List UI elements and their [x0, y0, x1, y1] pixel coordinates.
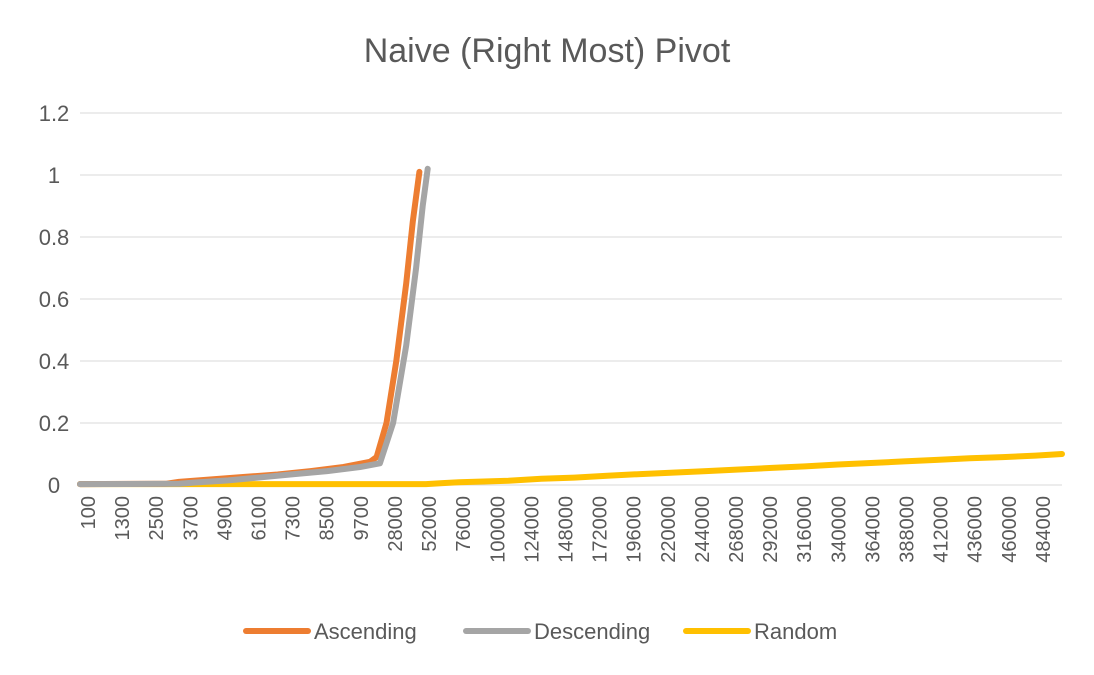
x-tick-label: 3700: [180, 496, 202, 541]
legend-label-random: Random: [754, 619, 837, 644]
x-tick-label: 8500: [317, 496, 339, 541]
x-tick-label: 460000: [999, 496, 1021, 563]
x-tick-label: 9700: [351, 496, 373, 541]
x-tick-label: 2500: [146, 496, 168, 541]
x-tick-label: 100000: [487, 496, 509, 563]
x-tick-label: 292000: [760, 496, 782, 563]
x-tick-label: 196000: [624, 496, 646, 563]
x-tick-label: 28000: [385, 496, 407, 552]
series-line-random: [77, 451, 1065, 488]
series-line-descending: [77, 165, 431, 488]
chart-title: Naive (Right Most) Pivot: [364, 32, 731, 70]
x-tick-label: 76000: [453, 496, 475, 552]
x-tick-label: 412000: [931, 496, 953, 563]
y-tick-label: 0.8: [39, 225, 70, 250]
x-tick-label: 6100: [249, 496, 271, 541]
y-tick-label: 0.2: [39, 411, 70, 436]
x-tick-label: 4900: [214, 496, 236, 541]
x-tick-label: 268000: [726, 496, 748, 563]
x-tick-label: 436000: [965, 496, 987, 563]
y-axis-ticks: 0 0.2 0.4 0.6 0.8 1 1.2: [39, 101, 70, 498]
x-tick-label: 364000: [862, 496, 884, 563]
x-tick-label: 388000: [897, 496, 919, 563]
x-tick-label: 316000: [794, 496, 816, 563]
y-tick-label: 1.2: [39, 101, 70, 126]
x-tick-label: 220000: [658, 496, 680, 563]
x-tick-label: 484000: [1033, 496, 1055, 563]
series-lines: [77, 165, 1065, 488]
legend-label-ascending: Ascending: [314, 619, 417, 644]
x-tick-label: 100: [78, 496, 100, 529]
x-tick-label: 7300: [283, 496, 305, 541]
x-tick-label: 124000: [521, 496, 543, 563]
series-line-ascending: [77, 168, 423, 488]
y-tick-label: 0: [48, 473, 60, 498]
x-tick-label: 340000: [828, 496, 850, 563]
x-tick-label: 52000: [419, 496, 441, 552]
x-tick-label: 1300: [112, 496, 134, 541]
legend-label-descending: Descending: [534, 619, 650, 644]
x-tick-label: 172000: [590, 496, 612, 563]
legend: Ascending Descending Random: [243, 619, 837, 644]
y-tick-label: 0.6: [39, 287, 70, 312]
gridlines: [80, 112, 1062, 486]
y-tick-label: 1: [48, 163, 60, 188]
y-tick-label: 0.4: [39, 349, 70, 374]
x-tick-label: 244000: [692, 496, 714, 563]
x-tick-label: 148000: [555, 496, 577, 563]
x-axis-ticks: 100 1300 2500 3700 4900 6100 7300 8500 9700 28000…: [78, 496, 1055, 563]
